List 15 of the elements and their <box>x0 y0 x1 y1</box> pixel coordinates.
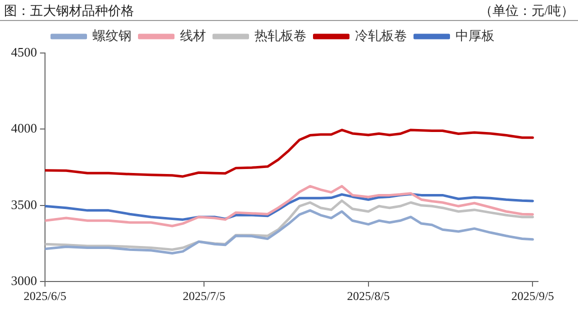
y-tick-label: 4000 <box>11 120 37 136</box>
x-tick-label: 2025/6/5 <box>24 288 66 303</box>
chart-title: 图：五大钢材品种价格 <box>4 2 134 20</box>
legend-label: 冷轧板卷 <box>354 28 407 43</box>
legend-label: 线材 <box>180 28 206 43</box>
legend-label: 螺纹钢 <box>92 28 132 43</box>
y-tick-label: 3000 <box>11 273 37 288</box>
y-tick-label: 3500 <box>11 196 37 212</box>
x-tick-label: 2025/8/5 <box>347 288 390 303</box>
legend-label: 热轧板卷 <box>254 28 306 43</box>
y-tick-label: 4500 <box>11 44 37 60</box>
legend-label: 中厚板 <box>455 28 494 43</box>
x-tick-label: 2025/9/5 <box>511 288 554 303</box>
chart-subtitle: （单位：元/吨） <box>479 2 574 20</box>
x-tick-label: 2025/7/5 <box>182 288 226 303</box>
